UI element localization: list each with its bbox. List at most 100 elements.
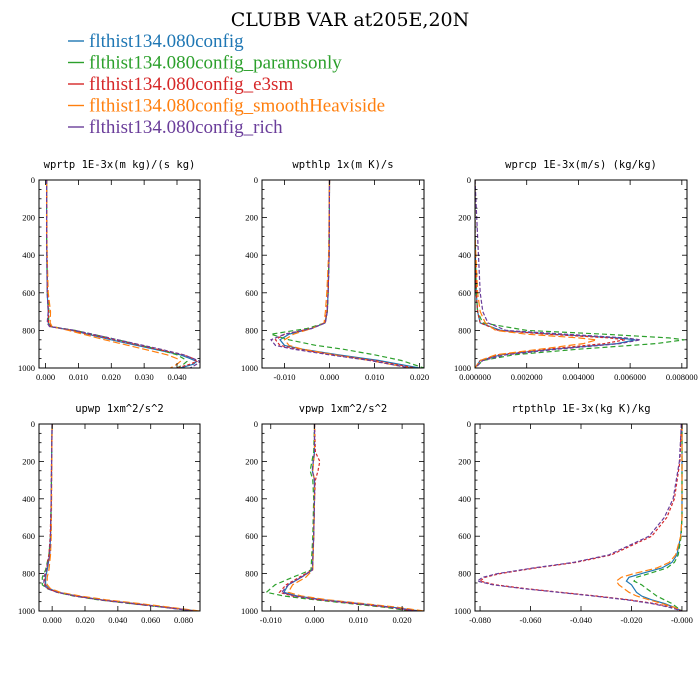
x-tick-label: 0.010: [349, 615, 368, 625]
y-tick-label: 800: [458, 569, 471, 579]
y-tick-label: 400: [245, 250, 258, 260]
x-tick-label: 0.080: [174, 615, 193, 625]
y-tick-label: 1000: [241, 606, 258, 616]
x-tick-label: -0.020: [620, 615, 642, 625]
legend-entry: flthist134.080config: [89, 31, 244, 52]
y-tick-label: 200: [245, 456, 258, 466]
plot-frame: [261, 179, 425, 369]
y-tick-label: 400: [245, 494, 258, 504]
plot-frame: [474, 179, 688, 369]
legend-entry: flthist134.080config_e3sm: [89, 74, 293, 95]
panel-title: vpwp 1xm^2/s^2: [299, 403, 388, 415]
x-tick-label: 0.000: [36, 372, 55, 382]
legend-entry: flthist134.080config_paramsonly: [89, 53, 342, 74]
y-tick-label: 600: [245, 531, 258, 541]
y-tick-label: 0: [467, 175, 471, 185]
y-tick-label: 1000: [18, 363, 35, 373]
y-tick-label: 200: [245, 213, 258, 223]
y-tick-label: 400: [458, 250, 471, 260]
series-line: [475, 180, 636, 368]
series-line: [475, 180, 641, 368]
x-tick-label: -0.060: [520, 615, 542, 625]
series-line: [280, 424, 418, 611]
plot-frame: [474, 423, 688, 612]
series-line: [615, 424, 683, 611]
series-line: [475, 180, 597, 368]
series-line: [270, 180, 424, 368]
y-tick-label: 0: [31, 419, 35, 429]
y-tick-label: 800: [245, 325, 258, 335]
x-tick-label: 0.000: [320, 372, 339, 382]
legend-entry: flthist134.080config_smoothHeaviside: [89, 96, 385, 117]
plot-frame: [38, 423, 201, 612]
y-tick-label: 800: [22, 325, 35, 335]
x-tick-label: -0.080: [469, 615, 491, 625]
series-line: [633, 424, 683, 611]
panel-title: rtpthlp 1E-3x(kg K)/kg: [511, 403, 650, 415]
panel-title: wpthlp 1x(m K)/s: [292, 159, 393, 171]
y-tick-label: 200: [22, 213, 35, 223]
figure-title: CLUBB VAR at205E,20N: [231, 9, 470, 31]
x-tick-label: 0.008000: [666, 372, 698, 382]
x-tick-label: 0.000: [43, 615, 62, 625]
y-tick-label: 0: [467, 419, 471, 429]
x-tick-label: -0.040: [570, 615, 592, 625]
series-line: [44, 424, 197, 611]
series-line: [475, 180, 685, 368]
y-tick-label: 600: [458, 288, 471, 298]
x-tick-label: 0.020: [393, 615, 412, 625]
y-tick-label: 800: [245, 569, 258, 579]
x-tick-label: -0.000: [671, 615, 693, 625]
series-line: [476, 424, 683, 611]
y-tick-label: 0: [254, 175, 258, 185]
y-tick-label: 200: [458, 213, 471, 223]
series-line: [41, 424, 194, 611]
y-tick-label: 400: [22, 250, 35, 260]
series-line: [46, 424, 200, 611]
chart-panel: wprcp 1E-3x(m/s) (kg/kg) 0 200 400 600 800 100…: [454, 159, 698, 382]
y-tick-label: 600: [458, 531, 471, 541]
y-tick-label: 600: [22, 288, 35, 298]
series-line: [44, 424, 196, 611]
series-line: [43, 424, 194, 611]
y-tick-label: 600: [22, 531, 35, 541]
y-tick-label: 1000: [241, 363, 258, 373]
series-line: [283, 180, 411, 368]
x-tick-label: 0.020: [75, 615, 94, 625]
x-tick-label: 0.004000: [562, 372, 594, 382]
y-tick-label: 0: [254, 419, 258, 429]
y-tick-label: 1000: [18, 606, 35, 616]
chart-panels: wprtp 1E-3x(m kg)/(s kg) 0 200 400 600 800 100…: [18, 159, 698, 625]
chart-panel: vpwp 1xm^2/s^2 0 200 400 600 800 1000-0.010 0.0…: [241, 403, 425, 625]
series-line: [282, 424, 420, 611]
x-tick-label: 0.000000: [459, 372, 491, 382]
y-tick-label: 0: [31, 175, 35, 185]
legend: flthist134.080configflthist134.080config…: [68, 31, 385, 138]
y-tick-label: 400: [22, 494, 35, 504]
series-line: [274, 180, 416, 368]
panel-title: wprcp 1E-3x(m/s) (kg/kg): [505, 159, 657, 171]
y-tick-label: 800: [458, 325, 471, 335]
series-line: [45, 180, 198, 368]
series-line: [45, 180, 182, 368]
y-tick-label: 1000: [454, 363, 471, 373]
x-tick-label: 0.000: [305, 615, 324, 625]
x-tick-label: 0.002000: [511, 372, 543, 382]
plot-frame: [261, 423, 425, 612]
x-tick-label: 0.020: [102, 372, 121, 382]
x-tick-label: -0.010: [260, 615, 282, 625]
y-tick-label: 400: [458, 494, 471, 504]
series-line: [625, 424, 683, 611]
x-tick-label: 0.030: [135, 372, 154, 382]
legend-entry: flthist134.080config_rich: [89, 117, 283, 138]
series-line: [45, 180, 188, 368]
series-line: [45, 180, 200, 368]
x-tick-label: 0.010: [69, 372, 88, 382]
x-tick-label: 0.040: [167, 372, 186, 382]
x-tick-label: 0.040: [108, 615, 127, 625]
series-line: [475, 180, 626, 368]
series-line: [46, 180, 198, 368]
x-tick-label: 0.010: [365, 372, 384, 382]
y-tick-label: 200: [22, 456, 35, 466]
